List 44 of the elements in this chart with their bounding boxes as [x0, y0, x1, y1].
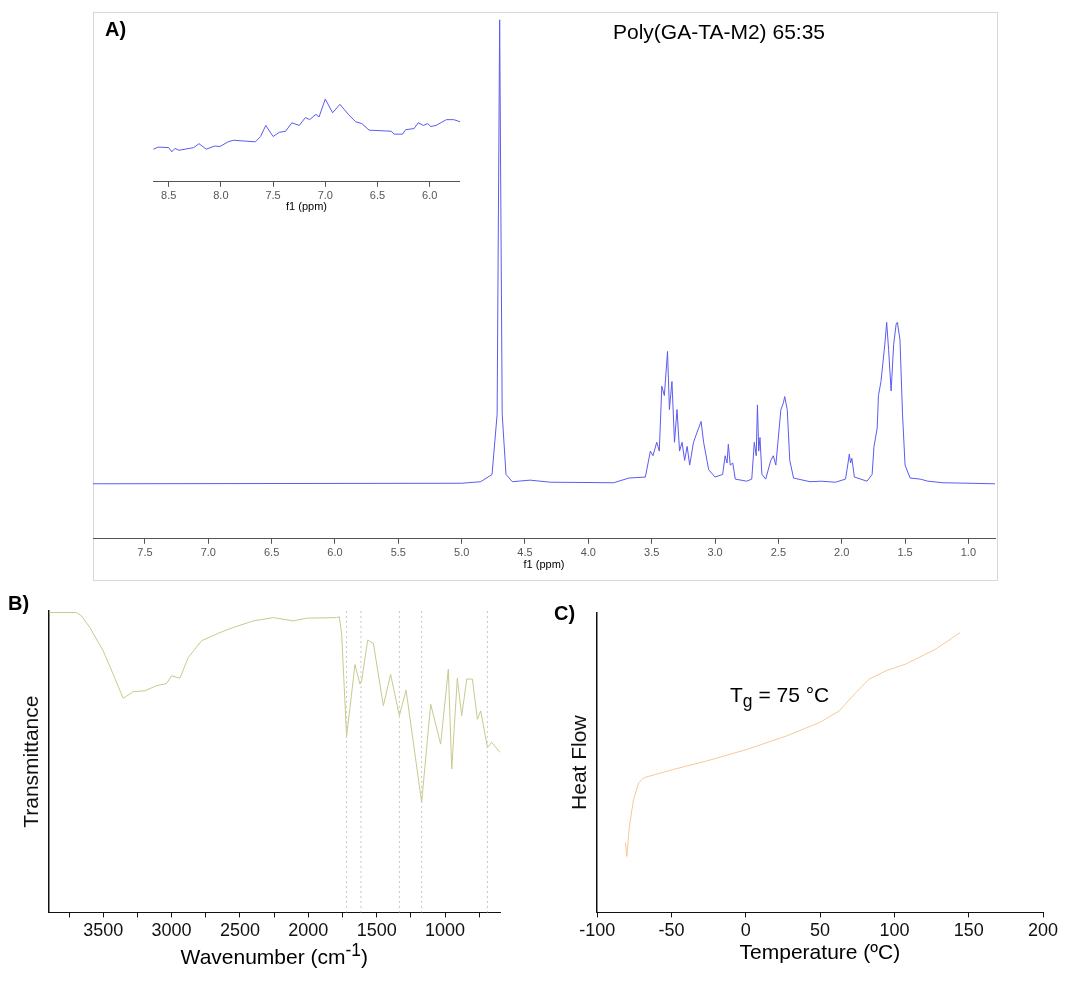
x-tick-label: 7.5 — [265, 189, 281, 202]
x-tick-label: 6.0 — [327, 546, 343, 559]
x-tick-label: 2.5 — [770, 546, 787, 559]
x-axis-title: Temperature (ºC) — [739, 940, 901, 965]
x-tick-label: 3.5 — [644, 546, 660, 559]
x-tick-label: 1.5 — [897, 546, 913, 559]
x-tick-label: 2500 — [219, 920, 260, 941]
x-tick-label: 1.0 — [960, 546, 977, 559]
x-tick-label: 4.0 — [580, 546, 596, 559]
x-tick-label: 100 — [879, 920, 910, 941]
x-tick-label: 3000 — [151, 920, 192, 941]
x-tick-label: -50 — [658, 920, 685, 941]
x-tick-label: 50 — [810, 920, 831, 941]
x-tick-label: 200 — [1027, 920, 1059, 941]
x-tick-label: 3.0 — [707, 546, 723, 559]
chart-title: A) — [105, 18, 127, 41]
x-tick-label: 7.0 — [317, 189, 333, 202]
x-tick-label: -100 — [579, 920, 616, 941]
x-tick-label: 5.0 — [454, 546, 470, 559]
x-tick-label: 4.5 — [517, 546, 533, 559]
x-tick-label: 6.5 — [369, 189, 386, 202]
x-tick-label: 7.0 — [200, 546, 216, 559]
chart-title: C) — [554, 602, 576, 625]
x-tick-label: 0 — [740, 920, 751, 941]
x-tick-label: 2000 — [288, 920, 329, 941]
x-axis-title: f1 (ppm) — [286, 200, 327, 213]
chart-title: B) — [8, 592, 30, 615]
x-tick-label: 1000 — [425, 920, 466, 941]
x-tick-label: 8.5 — [161, 189, 177, 202]
x-tick-label: 3500 — [83, 920, 124, 941]
x-tick-label: 150 — [953, 920, 984, 941]
annotation: T$_{g}$ = 75 °C — [730, 683, 830, 713]
y-axis-title: Transmittance — [19, 695, 43, 828]
x-tick-label: 1500 — [356, 920, 397, 941]
y-axis-title: Heat Flow — [567, 714, 591, 810]
x-tick-label: 2.0 — [834, 546, 850, 559]
x-axis-title: f1 (ppm) — [523, 558, 565, 571]
chart-subtitle: Poly(GA-TA-M2) 65:35 — [613, 20, 825, 44]
x-tick-label: 6.5 — [263, 546, 280, 559]
x-tick-label: 5.5 — [390, 546, 406, 559]
x-tick-label: 6.0 — [422, 189, 438, 202]
x-tick-label: 8.0 — [213, 189, 229, 202]
x-tick-label: 7.5 — [137, 546, 153, 559]
x-axis-title: Wavenumber (cm$^{-1}$) — [180, 940, 369, 970]
